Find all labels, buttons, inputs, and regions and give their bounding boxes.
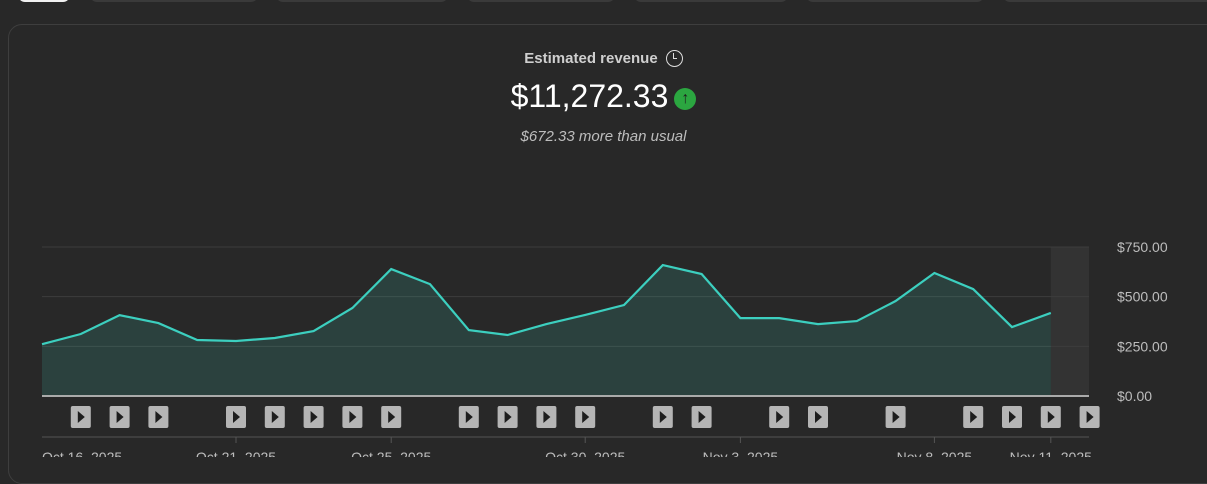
- x-tick-label: Nov 11, 2025: [1010, 449, 1092, 457]
- hover-highlight: [1050, 247, 1089, 396]
- video-marker-button[interactable]: [226, 406, 246, 428]
- video-marker-button[interactable]: [691, 406, 712, 428]
- video-marker-button[interactable]: [652, 406, 673, 428]
- x-tick-label: Oct 21, 2025: [196, 449, 276, 457]
- video-marker-button[interactable]: [381, 406, 402, 428]
- tab[interactable]: [276, 0, 448, 2]
- x-tick-label: Oct 30, 2025: [545, 449, 625, 457]
- video-marker-button[interactable]: [963, 406, 984, 428]
- play-icon: [233, 411, 240, 423]
- metric-value: $11,272.33: [510, 78, 669, 114]
- play-icon: [388, 411, 396, 423]
- tab[interactable]: [467, 0, 615, 2]
- video-marker-button[interactable]: [303, 406, 324, 428]
- tab-selected[interactable]: [18, 0, 70, 2]
- video-marker-button[interactable]: [1040, 406, 1061, 428]
- metric-label-row: Estimated revenue: [524, 50, 683, 67]
- play-icon: [659, 411, 667, 423]
- x-tick-label: Nov 8, 2025: [897, 449, 973, 457]
- video-marker-button[interactable]: [109, 406, 130, 428]
- y-tick-label: $750.00: [1117, 239, 1168, 255]
- play-icon: [1086, 411, 1094, 423]
- comparison-text: $672.33 more than usual: [520, 128, 687, 145]
- tab[interactable]: [806, 0, 984, 2]
- tab[interactable]: [634, 0, 788, 2]
- y-tick-label: $0.00: [1117, 388, 1152, 404]
- play-icon: [155, 411, 163, 423]
- video-marker-button[interactable]: [808, 406, 828, 428]
- video-marker-button[interactable]: [148, 406, 169, 428]
- play-icon: [1009, 411, 1016, 423]
- y-tick-label: $250.00: [1117, 338, 1168, 354]
- play-icon: [543, 411, 551, 423]
- revenue-chart: $0.00 $250.00 $500.00 $750.00 Oct 16, 2025 Oc…: [41, 239, 1168, 457]
- play-icon: [77, 411, 85, 423]
- play-icon: [776, 411, 784, 423]
- video-marker-button[interactable]: [575, 406, 596, 428]
- metric-label: Estimated revenue: [524, 50, 658, 67]
- play-icon: [349, 411, 357, 423]
- play-icon: [892, 411, 900, 423]
- video-marker-button[interactable]: [70, 406, 91, 428]
- video-marker-button[interactable]: [264, 406, 285, 428]
- arrow-up-icon: ↑: [674, 88, 697, 110]
- play-icon: [582, 411, 590, 423]
- play-icon: [698, 411, 706, 423]
- play-icon: [1047, 411, 1055, 423]
- area-fill: [42, 265, 1051, 396]
- video-marker-button[interactable]: [885, 406, 906, 428]
- play-icon: [970, 411, 978, 423]
- video-marker-button[interactable]: [1002, 406, 1022, 428]
- play-icon: [271, 411, 279, 423]
- video-marker-button[interactable]: [458, 406, 479, 428]
- video-marker-button[interactable]: [769, 406, 790, 428]
- play-icon: [504, 411, 512, 423]
- video-marker-button[interactable]: [1079, 406, 1100, 428]
- play-icon: [310, 411, 318, 423]
- clock-icon[interactable]: [665, 50, 683, 67]
- play-icon: [815, 411, 822, 423]
- video-marker-button[interactable]: [536, 406, 557, 428]
- y-tick-label: $500.00: [1117, 289, 1168, 305]
- x-tick-label: Nov 3, 2025: [703, 449, 779, 457]
- tab[interactable]: [1003, 0, 1207, 2]
- tab[interactable]: [90, 0, 258, 2]
- x-tick-label: Oct 16, 2025: [42, 449, 122, 457]
- play-icon: [465, 411, 473, 423]
- x-tick-label: Oct 25, 2025: [351, 449, 431, 457]
- video-marker-button[interactable]: [342, 406, 363, 428]
- video-marker-button[interactable]: [497, 406, 518, 428]
- series-line: [41, 263, 1052, 346]
- play-icon: [116, 411, 124, 423]
